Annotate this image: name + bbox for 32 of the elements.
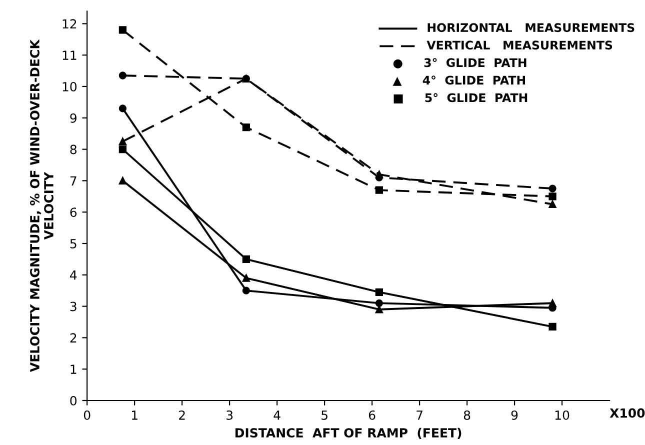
y-tick-label: 1	[70, 364, 76, 374]
y-tick-label: 5	[70, 239, 76, 248]
y-tick-label: 11	[62, 50, 76, 60]
x-tick-label: 6	[368, 410, 376, 420]
x-tick-label: 7	[416, 410, 422, 420]
y-tick-label: 2	[70, 333, 76, 342]
annotation: VERTICAL MEASUREMENTS	[426, 40, 612, 50]
annotation: ▲ 4° GLIDE PATH	[392, 76, 526, 86]
annotation: HORIZONTAL MEASUREMENTS	[428, 23, 634, 32]
annotation: ● 3° GLIDE PATH	[393, 58, 526, 68]
x-tick-label: 2	[179, 410, 185, 420]
x-tick-label: 3	[226, 410, 233, 420]
annotation: ■ 5° GLIDE PATH	[394, 93, 528, 104]
y-tick-label: 9	[70, 113, 76, 123]
x-tick-label: 10	[555, 410, 570, 420]
x-tick-label: 1	[132, 410, 138, 420]
x-tick-label: 8	[464, 410, 470, 420]
text: X100	[610, 408, 645, 418]
y-tick-label: 4	[70, 270, 77, 280]
y-tick-label: 3	[70, 302, 76, 312]
y-tick-label: 10	[62, 82, 77, 92]
x-axis-title: DISTANCE AFT OF RAMP (FEET)	[235, 428, 462, 440]
y-tick-label: 7	[70, 176, 76, 186]
y-axis-title: VELOCITY MAGNITUDE, % OF WIND-OVER-DECK VELOCITY	[30, 39, 54, 372]
y-tick-label: 8	[70, 144, 76, 154]
x-tick-label: 4	[274, 410, 280, 420]
x-tick-label: 9	[511, 410, 518, 420]
y-tick-label: 6	[70, 208, 77, 218]
y-tick-label: 0	[70, 396, 77, 406]
x-tick-label: 5	[322, 410, 328, 420]
x-tick-label: 0	[84, 410, 90, 420]
y-tick-label: 12	[62, 19, 76, 28]
